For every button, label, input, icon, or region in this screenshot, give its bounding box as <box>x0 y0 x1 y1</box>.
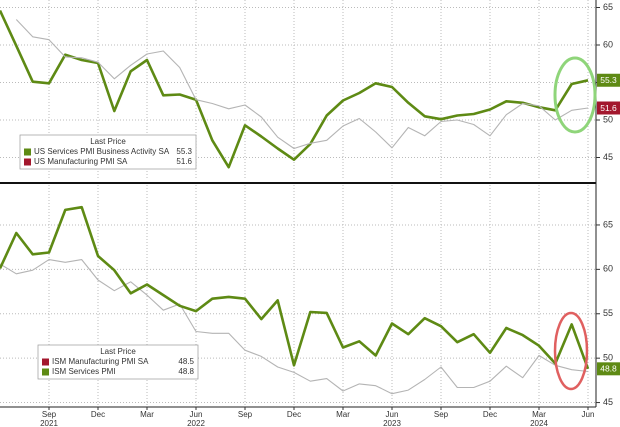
y-tick-label: 50 <box>603 114 613 124</box>
x-tick-label: Dec <box>91 410 105 419</box>
legend-label: US Services PMI Business Activity SA <box>34 147 170 156</box>
x-year-label: 2024 <box>530 419 548 427</box>
x-tick-label: Jun <box>386 410 399 419</box>
series-line <box>0 205 590 370</box>
last-value-tag <box>597 101 620 115</box>
y-tick-label: 45 <box>603 152 613 162</box>
series-line <box>15 19 589 150</box>
x-tick-label: Dec <box>287 410 301 419</box>
x-tick-label: Dec <box>483 410 497 419</box>
legend-value: 48.5 <box>178 357 194 366</box>
last-value-label: 55.3 <box>600 75 617 85</box>
series-line <box>0 259 589 395</box>
y-tick-label: 60 <box>603 264 613 274</box>
y-tick-label: 45 <box>603 397 613 407</box>
x-year-label: 2023 <box>383 419 401 427</box>
y-tick-label: 65 <box>603 219 613 229</box>
legend-title: Last Price <box>90 137 126 146</box>
legend-swatch <box>42 358 49 366</box>
last-value-tag <box>597 362 620 376</box>
x-tick-label: Sep <box>42 410 57 419</box>
legend-label: ISM Services PMI <box>52 367 116 376</box>
series-line <box>0 9 589 169</box>
x-tick-label: Mar <box>336 410 350 419</box>
last-value-label: 51.6 <box>600 103 617 113</box>
x-tick-label: Sep <box>238 410 253 419</box>
legend-title: Last Price <box>100 347 136 356</box>
y-tick-label: 60 <box>603 39 613 49</box>
x-tick-label: Mar <box>140 410 154 419</box>
x-tick-label: Sep <box>434 410 449 419</box>
x-tick-label: Jun <box>582 410 595 419</box>
legend-value: 55.3 <box>176 147 192 156</box>
x-tick-label: Jun <box>190 410 203 419</box>
legend-label: US Manufacturing PMI SA <box>34 157 128 166</box>
legend-swatch <box>24 148 31 156</box>
y-tick-label: 55 <box>603 308 613 318</box>
legend-value: 48.8 <box>178 367 194 376</box>
y-tick-label: 65 <box>603 2 613 12</box>
legend-swatch <box>42 368 49 376</box>
x-year-label: 2022 <box>187 419 205 427</box>
legend-label: ISM Manufacturing PMI SA <box>52 357 149 366</box>
legend-value: 51.6 <box>176 157 192 166</box>
x-year-label: 2021 <box>40 419 58 427</box>
last-value-label: 48.8 <box>600 364 617 374</box>
legend-swatch <box>24 158 31 166</box>
last-value-tag <box>597 73 620 87</box>
x-tick-label: Mar <box>532 410 546 419</box>
legend-box <box>19 134 197 170</box>
highlight-ellipse <box>553 311 589 391</box>
highlight-ellipse <box>553 56 597 134</box>
y-tick-label: 50 <box>603 353 613 363</box>
legend-box <box>37 344 199 380</box>
